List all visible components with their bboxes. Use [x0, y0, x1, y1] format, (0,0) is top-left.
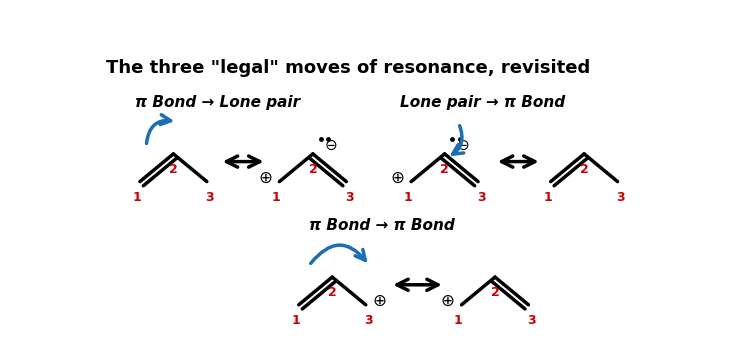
Text: 2: 2: [491, 286, 499, 299]
Text: 1: 1: [272, 191, 280, 204]
Text: Lone pair → π Bond: Lone pair → π Bond: [400, 95, 565, 109]
Text: 2: 2: [440, 163, 449, 176]
Text: 3: 3: [477, 191, 486, 204]
Text: π Bond → π Bond: π Bond → π Bond: [309, 218, 455, 233]
Text: 1: 1: [132, 191, 141, 204]
Text: 1: 1: [403, 191, 412, 204]
Text: 1: 1: [454, 314, 463, 327]
Text: ⊖: ⊖: [325, 138, 338, 153]
Text: 3: 3: [616, 191, 625, 204]
Text: 1: 1: [291, 314, 300, 327]
Text: 2: 2: [328, 286, 336, 299]
Text: 2: 2: [169, 163, 178, 176]
Text: 3: 3: [527, 314, 536, 327]
Text: ⊕: ⊕: [372, 292, 386, 310]
Text: 3: 3: [364, 314, 373, 327]
Text: 3: 3: [205, 191, 214, 204]
Text: 2: 2: [580, 163, 589, 176]
Text: π Bond → Lone pair: π Bond → Lone pair: [135, 95, 300, 109]
Text: The three "legal" moves of resonance, revisited: The three "legal" moves of resonance, re…: [106, 59, 590, 77]
Text: ⊖: ⊖: [456, 138, 470, 153]
Text: ⊕: ⊕: [258, 169, 272, 187]
Text: ⊕: ⊕: [441, 292, 455, 310]
Text: 3: 3: [345, 191, 354, 204]
Text: 1: 1: [543, 191, 552, 204]
Text: ⊕: ⊕: [390, 169, 404, 187]
Text: 2: 2: [308, 163, 317, 176]
